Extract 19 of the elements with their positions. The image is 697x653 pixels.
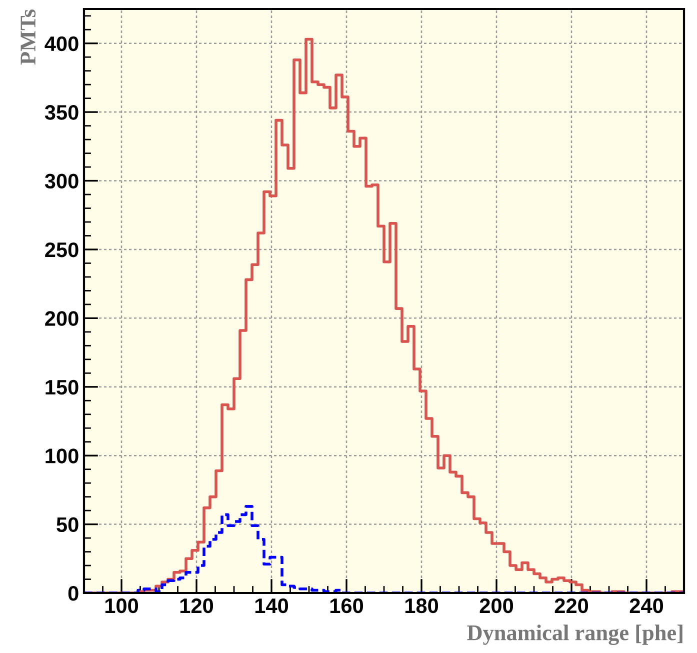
y-tick-label: 200 — [45, 311, 78, 326]
x-tick-label: 140 — [255, 598, 288, 614]
x-tick-label: 240 — [630, 598, 664, 614]
y-tick-label: 150 — [46, 380, 78, 395]
y-tick-label: 0 — [68, 586, 78, 601]
x-tick-label: 160 — [330, 598, 364, 614]
x-tick-label: 120 — [180, 598, 214, 614]
y-tick-label: 250 — [45, 242, 78, 258]
x-tick-label: 100 — [105, 598, 138, 614]
x-axis-title: Dynamical range [phe] — [467, 624, 682, 645]
y-tick-label: 50 — [56, 517, 78, 532]
y-tick-label: 100 — [46, 448, 78, 464]
y-axis-title: PMTs — [20, 10, 36, 65]
y-tick-label: 350 — [44, 105, 78, 120]
y-tick-label: 300 — [44, 174, 78, 189]
x-tick-label: 220 — [554, 598, 588, 614]
x-tick-label: 180 — [405, 598, 438, 614]
y-tick-label: 400 — [44, 36, 78, 52]
x-tick-label: 200 — [480, 598, 514, 614]
